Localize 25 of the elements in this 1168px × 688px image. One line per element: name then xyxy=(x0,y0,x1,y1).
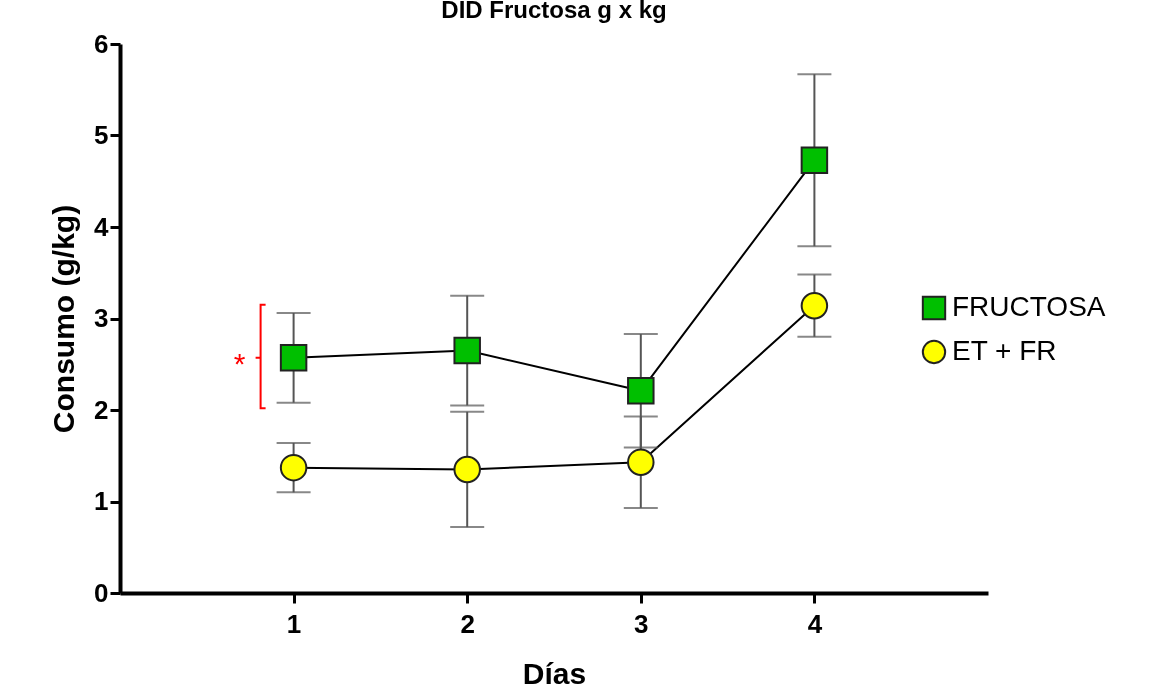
point xyxy=(800,146,829,174)
y-tick-label: 4 xyxy=(94,211,110,242)
y-tick-label: 3 xyxy=(94,303,109,333)
point xyxy=(453,336,481,365)
y-tick-label: 2 xyxy=(94,394,109,425)
point xyxy=(279,344,308,372)
x-axis-title: Días xyxy=(522,656,587,688)
chart-title: DID Fructosa g x kg xyxy=(441,0,667,23)
y-tick-label: 0 xyxy=(94,577,109,608)
x-tick-label: 2 xyxy=(460,608,475,639)
point xyxy=(627,448,655,476)
annotation: * xyxy=(233,346,246,380)
legend-label: ET + FR xyxy=(952,335,1057,366)
point xyxy=(453,455,481,484)
y-tick-label: 1 xyxy=(94,486,109,516)
point xyxy=(279,453,308,482)
point xyxy=(800,291,829,320)
y-tick-label: 5 xyxy=(94,120,109,150)
point xyxy=(627,377,655,405)
legend-label: FRUCTOSA xyxy=(952,291,1106,322)
x-tick-label: 1 xyxy=(286,608,302,639)
y-axis-title: Consumo (g/kg) xyxy=(47,204,81,434)
x-tick-label: 3 xyxy=(634,608,649,639)
x-tick-label: 4 xyxy=(807,608,823,639)
y-tick-label: 6 xyxy=(94,28,109,59)
